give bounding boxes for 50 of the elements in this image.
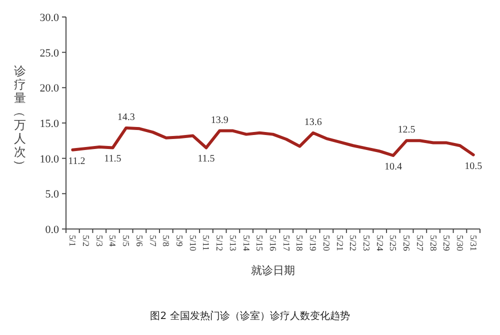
x-tick-label: 5/16 xyxy=(268,235,278,252)
x-tick-label: 5/19 xyxy=(308,235,318,252)
x-tick-label: 5/13 xyxy=(228,235,238,252)
x-tick-label: 5/5 xyxy=(121,235,132,247)
x-tick-label: 5/12 xyxy=(214,235,225,252)
x-tick-label: 5/30 xyxy=(454,235,465,252)
data-label: 10.4 xyxy=(384,162,402,173)
x-tick-label: 5/6 xyxy=(134,235,144,247)
x-tick-label: 5/23 xyxy=(361,235,372,252)
data-label: 11.2 xyxy=(68,156,86,167)
x-tick-label: 5/14 xyxy=(241,235,252,252)
x-tick-label: 5/2 xyxy=(81,235,92,247)
x-tick-label: 5/15 xyxy=(254,235,265,252)
x-tick-label: 5/4 xyxy=(108,235,118,247)
data-label: 10.5 xyxy=(464,160,482,172)
x-tick-label: 5/28 xyxy=(428,235,438,252)
x-tick-label: 5/1 xyxy=(68,235,78,247)
x-tick-label: 5/27 xyxy=(414,235,425,252)
data-label: 14.3 xyxy=(117,112,135,123)
data-label: 11.5 xyxy=(198,154,215,165)
data-label: 12.5 xyxy=(398,124,416,136)
x-tick-label: 5/10 xyxy=(188,235,198,252)
caption: 图2 全国发热门诊（诊室）诊疗人数变化趋势 xyxy=(150,310,350,322)
x-tick-label: 5/9 xyxy=(174,235,185,247)
x-tick-label: 5/18 xyxy=(294,235,305,252)
data-label: 13.6 xyxy=(304,116,322,128)
y-tick-label: 30.0 xyxy=(40,12,60,24)
x-tick-label: 5/26 xyxy=(402,235,412,252)
y-tick-label: 15.0 xyxy=(40,118,60,130)
x-tick-label: 5/22 xyxy=(348,235,358,252)
x-tick-label: 5/24 xyxy=(374,235,385,252)
x-tick-label: 5/17 xyxy=(281,235,292,252)
x-tick-label: 5/7 xyxy=(148,235,158,247)
x-tick-label: 5/21 xyxy=(334,235,345,252)
y-tick-label: 0.0 xyxy=(45,224,60,236)
y-tick-label: 25.0 xyxy=(40,47,60,60)
x-tick-label: 5/25 xyxy=(388,235,398,252)
y-tick-label: 5.0 xyxy=(45,188,60,201)
x-axis-title: 就诊日期 xyxy=(251,264,295,277)
data-label: 11.5 xyxy=(104,154,122,165)
y-tick-label: 10.0 xyxy=(40,153,60,166)
x-tick-label: 5/8 xyxy=(161,235,172,247)
x-tick-label: 5/3 xyxy=(94,235,104,247)
x-tick-label: 5/29 xyxy=(442,235,452,252)
y-tick-label: 20.0 xyxy=(40,82,60,95)
x-tick-label: 5/11 xyxy=(201,235,212,251)
y-axis-title: 诊疗量（万人次） xyxy=(13,64,27,172)
data-label: 13.9 xyxy=(210,114,228,126)
x-tick-label: 5/20 xyxy=(321,235,332,252)
x-tick-label: 5/31 xyxy=(468,235,478,252)
